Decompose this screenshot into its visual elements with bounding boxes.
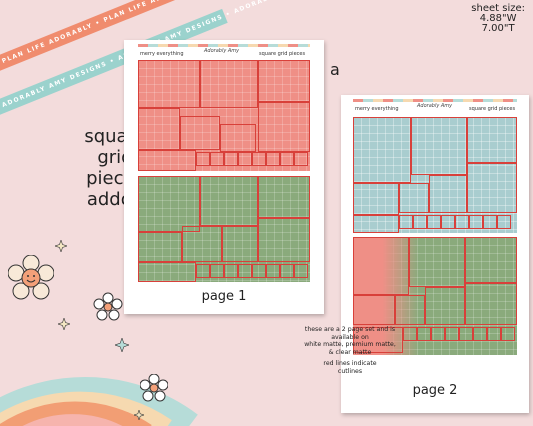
cutline [294,152,308,166]
cutline [196,152,210,166]
cutline [138,176,200,232]
cutline [353,327,403,353]
cutline [138,108,180,150]
cutline [224,152,238,166]
cutline [409,237,465,287]
cutline [353,215,399,233]
sheet-size-note: sheet size: 4.88"W 7.00"T [471,4,525,34]
page-caption: page 2 [412,383,458,398]
cutline [399,215,413,229]
blue-grid-block [353,117,517,233]
brand-logo: Adorably Amy [417,103,453,109]
cutline [483,215,497,229]
cutline [501,327,515,341]
green-grid-block [138,176,310,282]
cutline [417,327,431,341]
cutline [353,117,411,183]
cutline [353,295,395,325]
cutline [473,327,487,341]
cutline [266,264,280,278]
cutline [353,183,399,215]
info-line: & clear matte [328,348,372,356]
cutline [200,176,258,226]
sheet-left-label: merry everything [355,106,399,112]
cutline [238,264,252,278]
cutline [429,175,467,213]
variant-letter: a [330,60,340,79]
cutline [411,117,467,175]
product-info-note: these are a 2 page set and is available … [300,326,400,376]
header-stripe [353,99,517,102]
cutline [497,215,511,229]
sheet-size-width: 4.88"W [479,13,517,24]
header-stripe [138,44,310,47]
cutline [445,327,459,341]
cutline [467,163,517,213]
cutline [441,215,455,229]
cutline [459,327,473,341]
sheet-left-label: merry everything [140,51,184,57]
sheet-size-height: 7.00"T [481,23,515,34]
page-caption: page 1 [201,289,247,304]
cutline [138,150,196,171]
sparkle-icon [55,240,67,252]
cutline [455,215,469,229]
cutline [258,176,310,218]
cutline [427,215,441,229]
cutline [465,237,517,283]
info-line: cutlines [337,367,363,375]
cutline [200,60,258,108]
cutline [280,152,294,166]
cutline [180,116,220,150]
cutline [467,117,517,163]
cutline [252,264,266,278]
cutline [196,264,210,278]
sheet-right-label: square grid pieces [469,106,516,112]
cutline [469,215,483,229]
cutline [258,102,310,152]
cutline [258,218,310,262]
cutline [222,226,258,262]
cutline [182,226,222,262]
cutline [238,152,252,166]
cutline [431,327,445,341]
brand-logo: Adorably Amy [204,48,240,54]
cutline [487,327,501,341]
info-line: these are a 2 page set and is [304,326,396,333]
cutline [425,287,465,325]
cutline [138,60,200,108]
info-line: red lines indicate [323,360,377,368]
cutline [403,327,417,341]
cutline [138,262,196,282]
info-line: white matte, premium matte, [304,341,396,349]
cutline [294,264,308,278]
cutline [138,232,182,262]
sparkle-icon [134,410,144,420]
cutline [258,60,310,102]
smiley-flower-icon [8,255,54,300]
sheet-page-1: merry everything Adorably Amy square gri… [124,40,324,314]
flower-icon [140,374,168,402]
flower-icon [93,292,123,321]
cutline [465,283,517,325]
sparkle-icon [58,318,70,330]
cutline [224,264,238,278]
cutline [280,264,294,278]
cutline [413,215,427,229]
info-line: available on [331,333,369,341]
cutline [220,124,256,152]
cutline [353,237,409,295]
cutline [395,295,425,325]
cutline [266,152,280,166]
cutline [210,264,224,278]
cutline [252,152,266,166]
sheet-page-2: merry everything Adorably Amy square gri… [341,95,529,413]
cutline [210,152,224,166]
sparkle-icon [115,338,129,352]
sheet-right-label: square grid pieces [259,51,306,57]
cutline [399,183,429,213]
pink-grid-block [138,60,310,171]
sheet-size-label: sheet size: [471,3,525,14]
mixed-grid-block [353,237,517,355]
